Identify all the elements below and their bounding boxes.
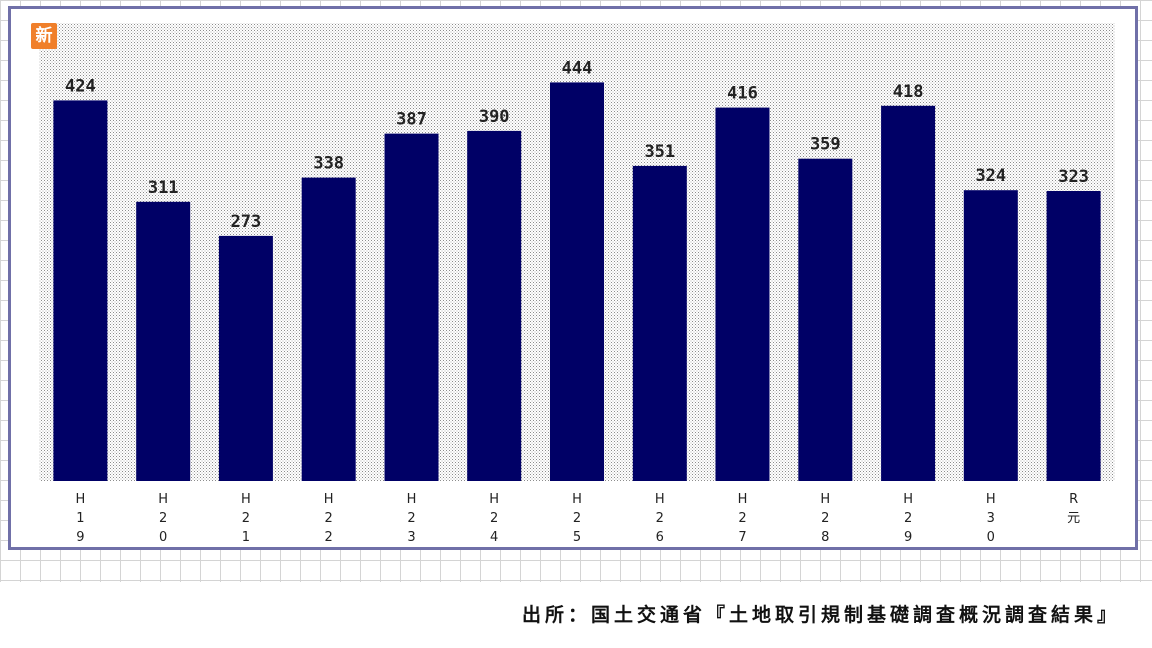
x-tick-label-7-1: 2 <box>656 511 664 526</box>
x-tick-label-11-1: 3 <box>987 511 995 526</box>
x-tick-label-12-1: 元 <box>1067 511 1080 526</box>
x-tick-label-1-2: 0 <box>159 530 167 545</box>
x-tick-label-9-1: 2 <box>821 511 829 526</box>
data-label-0: 424 <box>65 76 96 96</box>
x-tick-label-5-2: 4 <box>490 530 498 545</box>
bar-10 <box>881 105 936 482</box>
data-label-9: 359 <box>810 135 841 155</box>
x-tick-label-8-0: H <box>738 492 748 507</box>
source-footer: 出所：国土交通省『土地取引規制基礎調査概況調査結果』 <box>0 582 1152 648</box>
data-label-5: 390 <box>479 107 510 127</box>
x-tick-label-8-2: 7 <box>738 530 746 545</box>
x-tick-label-7-2: 6 <box>656 530 664 545</box>
bar-9 <box>798 158 853 481</box>
x-tick-label-0-1: 1 <box>76 511 84 526</box>
bar-7 <box>632 165 687 481</box>
data-labels: 424 311 273 338 387 390 444 351 416 359 418 324 323 <box>65 58 1089 232</box>
bar-6 <box>550 82 604 482</box>
x-tick-label-9-2: 8 <box>821 530 829 545</box>
bar-5 <box>467 130 522 481</box>
bar-8 <box>715 107 770 481</box>
bar-1 <box>136 201 191 482</box>
x-tick-label-10-2: 9 <box>904 530 912 545</box>
x-tick-label-0-0: H <box>76 492 86 507</box>
x-tick-label-2-0: H <box>241 492 251 507</box>
bar-0 <box>53 100 108 482</box>
x-tick-label-6-0: H <box>572 492 582 507</box>
data-label-1: 311 <box>148 178 179 198</box>
data-label-10: 418 <box>893 82 924 102</box>
x-tick-label-1-1: 2 <box>159 511 167 526</box>
chart-frame: 424 311 273 338 387 390 444 351 416 359 418 324 323 … <box>8 6 1138 550</box>
x-tick-label-6-1: 2 <box>573 511 581 526</box>
bar-12 <box>1046 191 1101 481</box>
x-tick-label-6-2: 5 <box>573 530 581 545</box>
x-tick-label-5-1: 2 <box>490 511 498 526</box>
x-tick-label-3-2: 2 <box>325 530 333 545</box>
data-label-4: 387 <box>396 110 427 130</box>
x-tick-label-2-1: 2 <box>242 511 250 526</box>
x-tick-label-0-2: 9 <box>76 530 84 545</box>
x-tick-label-11-2: 0 <box>987 530 995 545</box>
x-tick-label-4-0: H <box>407 492 417 507</box>
data-label-3: 338 <box>313 154 344 174</box>
data-label-8: 416 <box>727 84 758 104</box>
bar-3 <box>301 177 356 481</box>
new-badge: 新 <box>31 23 57 49</box>
x-tick-label-4-1: 2 <box>407 511 415 526</box>
x-tick-label-11-0: H <box>986 492 996 507</box>
bar-series <box>53 82 1101 482</box>
bar-2 <box>218 235 273 481</box>
x-tick-label-3-1: 2 <box>325 511 333 526</box>
x-axis-labels: H 1 9 H 2 0 H 2 1 H 2 2 H 2 3 H 2 4 H 2 5 H 2 6 H 2 7 H 2 8 H 2 9 H 3 0 R元 <box>76 492 1081 545</box>
x-tick-label-3-0: H <box>324 492 334 507</box>
source-text: 出所：国土交通省『土地取引規制基礎調査概況調査結果』 <box>521 604 1120 626</box>
x-tick-label-10-0: H <box>903 492 913 507</box>
x-tick-label-9-0: H <box>820 492 830 507</box>
x-tick-label-5-0: H <box>489 492 499 507</box>
bar-4 <box>384 133 439 481</box>
data-label-11: 324 <box>975 166 1006 186</box>
x-tick-label-4-2: 3 <box>407 530 415 545</box>
bar-11 <box>963 190 1018 481</box>
x-tick-label-2-2: 1 <box>242 530 250 545</box>
data-label-7: 351 <box>644 142 675 162</box>
data-label-2: 273 <box>231 212 262 232</box>
x-tick-label-1-0: H <box>158 492 168 507</box>
x-tick-label-8-1: 2 <box>738 511 746 526</box>
data-label-6: 444 <box>562 58 593 78</box>
x-tick-label-12-0: R <box>1069 492 1078 507</box>
data-label-12: 323 <box>1058 167 1089 187</box>
x-tick-label-7-0: H <box>655 492 665 507</box>
x-tick-label-10-1: 2 <box>904 511 912 526</box>
